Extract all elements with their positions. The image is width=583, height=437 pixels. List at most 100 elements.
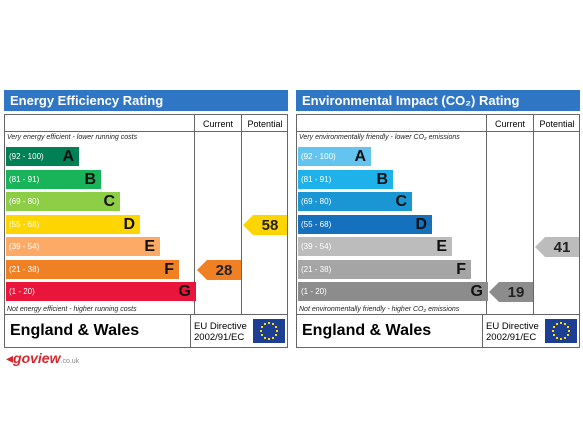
band-range: (92 - 100) <box>301 152 336 161</box>
column-rule <box>533 114 534 314</box>
arrow-shape <box>243 214 287 235</box>
rating-band: (55 - 68) D <box>6 214 140 234</box>
panel-frame <box>296 114 580 348</box>
footer-divider <box>482 314 483 348</box>
arrow-shape <box>535 237 579 257</box>
band-letter: E <box>144 238 155 255</box>
column-rule <box>241 114 242 314</box>
flag-star <box>261 334 264 336</box>
rating-band: (39 - 54) E <box>298 237 452 256</box>
band-range: (21 - 38) <box>301 264 332 274</box>
logo-suffix: .co.uk <box>60 358 80 365</box>
rating-arrow: 19 <box>489 282 533 302</box>
logo-name: goview <box>13 350 61 366</box>
footer-divider <box>190 314 191 348</box>
rating-band: (1 - 20) G <box>6 282 196 301</box>
flag-star <box>264 336 266 339</box>
rating-band: (69 - 80) C <box>6 192 120 211</box>
arrow-shape <box>197 259 241 280</box>
logo-mark: ◂ <box>6 350 14 366</box>
directive: 2002/91/EC <box>194 332 245 343</box>
directive: 2002/91/EC <box>486 332 537 343</box>
flag-star <box>272 323 274 326</box>
panel-title: Energy Efficiency Rating <box>4 90 288 111</box>
rating-value: 28 <box>216 262 233 279</box>
flag-star <box>260 330 262 332</box>
band-letter: A <box>354 148 366 165</box>
flag-star <box>556 336 558 339</box>
column-rule <box>194 114 195 314</box>
directive: EU Directive <box>486 321 539 332</box>
flag-star <box>272 336 274 339</box>
arrow-shape <box>489 282 533 302</box>
directive: EU Directive <box>194 321 247 332</box>
flag-star <box>276 330 278 332</box>
rating-arrow: 58 <box>243 214 287 235</box>
column-header: Potential <box>539 119 575 129</box>
rating-band: (39 - 54) E <box>6 237 160 256</box>
flag-star <box>261 326 264 328</box>
flag-star <box>566 326 569 328</box>
region-label: England & Wales <box>302 322 432 339</box>
band-letter: B <box>376 170 388 188</box>
band-range: (1 - 20) <box>9 287 35 296</box>
band-letter: D <box>123 215 135 233</box>
band-letter: G <box>470 283 483 300</box>
rating-value: 41 <box>554 239 571 256</box>
band-range: (21 - 38) <box>9 264 40 274</box>
flag-star <box>553 326 556 328</box>
rating-arrow: 41 <box>535 237 579 257</box>
rating-panel: Environmental Impact (CO₂) Rating Current… <box>296 90 580 348</box>
bottom-note: Not energy efficient - higher running co… <box>7 306 137 313</box>
band-range: (69 - 80) <box>9 197 40 206</box>
flag-star <box>560 338 562 340</box>
band-range: (81 - 91) <box>9 174 40 184</box>
rating-band: (92 - 100) A <box>6 147 79 166</box>
eu-flag <box>545 319 577 343</box>
band-letter: D <box>415 215 427 233</box>
rating-arrow: 28 <box>197 259 241 280</box>
flag-star <box>268 338 270 340</box>
band-letter: A <box>62 148 74 165</box>
logo: ◂goview.co.uk <box>6 350 79 366</box>
band-letter: F <box>456 260 466 278</box>
flag-star <box>564 336 566 339</box>
column-header: Potential <box>247 119 283 129</box>
region-label: England & Wales <box>10 322 140 339</box>
band-range: (55 - 68) <box>301 219 332 229</box>
flag-star <box>553 334 556 336</box>
band-range: (92 - 100) <box>9 152 44 161</box>
rating-band: (55 - 68) D <box>298 214 432 234</box>
band-range: (1 - 20) <box>301 287 327 296</box>
flag-star <box>274 326 277 328</box>
panel-title: Environmental Impact (CO₂) Rating <box>296 90 580 111</box>
footer-rule <box>296 314 580 315</box>
band-range: (69 - 80) <box>301 197 332 206</box>
band-letter: C <box>103 193 115 210</box>
rating-band: (81 - 91) B <box>6 169 101 189</box>
band-letter: E <box>436 238 447 255</box>
flag-star <box>264 323 266 326</box>
band-letter: C <box>395 193 407 210</box>
rating-value: 19 <box>508 284 525 301</box>
rating-band: (81 - 91) B <box>298 169 393 189</box>
column-header: Current <box>494 119 525 129</box>
band-letter: F <box>164 260 174 278</box>
flag-star <box>560 322 562 324</box>
band-range: (81 - 91) <box>301 174 332 184</box>
flag-star <box>564 323 566 326</box>
band-range: (39 - 54) <box>9 242 40 251</box>
rating-band: (21 - 38) F <box>298 259 471 279</box>
header-rule <box>296 131 580 132</box>
footer-rule <box>4 314 288 315</box>
flag-star <box>566 334 569 336</box>
flag-star <box>556 323 558 326</box>
band-letter: B <box>84 170 96 188</box>
bottom-note: Not environmentally friendly - higher CO… <box>299 306 460 313</box>
top-note: Very environmentally friendly - lower CO… <box>299 134 460 141</box>
rating-panel: Energy Efficiency Rating Current Potential… <box>4 90 288 348</box>
band-range: (55 - 68) <box>9 219 40 229</box>
header-rule <box>4 131 288 132</box>
panel-frame <box>4 114 288 348</box>
